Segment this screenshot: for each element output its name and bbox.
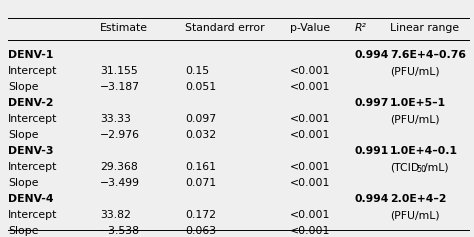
Text: 0.172: 0.172 (185, 210, 216, 220)
Text: DENV-4: DENV-4 (8, 194, 54, 204)
Text: 7.6E+4–0.76: 7.6E+4–0.76 (390, 50, 466, 60)
Text: 0.071: 0.071 (185, 178, 216, 188)
Text: Intercept: Intercept (8, 210, 57, 220)
Text: Intercept: Intercept (8, 66, 57, 76)
Text: <0.001: <0.001 (290, 178, 330, 188)
Text: <0.001: <0.001 (290, 82, 330, 92)
Text: 0.994: 0.994 (355, 194, 389, 204)
Text: 33.33: 33.33 (100, 114, 131, 124)
Text: 31.155: 31.155 (100, 66, 138, 76)
Text: <0.001: <0.001 (290, 130, 330, 140)
Text: −3.187: −3.187 (100, 82, 140, 92)
Text: 0.063: 0.063 (185, 226, 216, 236)
Text: 0.032: 0.032 (185, 130, 216, 140)
Text: DENV-2: DENV-2 (8, 98, 54, 108)
Text: 0.161: 0.161 (185, 162, 216, 172)
Text: (PFU/mL): (PFU/mL) (390, 210, 439, 220)
Text: (PFU/mL): (PFU/mL) (390, 66, 439, 76)
Text: p-Value: p-Value (290, 23, 330, 33)
Text: Intercept: Intercept (8, 162, 57, 172)
Text: R²: R² (355, 23, 367, 33)
Text: Slope: Slope (8, 82, 38, 92)
Text: 50: 50 (416, 165, 426, 174)
Text: <0.001: <0.001 (290, 162, 330, 172)
Text: 1.0E+4–0.1: 1.0E+4–0.1 (390, 146, 458, 156)
Text: DENV-1: DENV-1 (8, 50, 54, 60)
Text: 0.991: 0.991 (355, 146, 389, 156)
Text: Slope: Slope (8, 178, 38, 188)
Text: 29.368: 29.368 (100, 162, 138, 172)
Text: Intercept: Intercept (8, 114, 57, 124)
Text: −2.976: −2.976 (100, 130, 140, 140)
Text: 0.15: 0.15 (185, 66, 209, 76)
Text: Linear range: Linear range (390, 23, 459, 33)
Text: −3.538: −3.538 (100, 226, 140, 236)
Text: −3.499: −3.499 (100, 178, 140, 188)
Text: Estimate: Estimate (100, 23, 148, 33)
Text: 2.0E+4–2: 2.0E+4–2 (390, 194, 447, 204)
Text: (PFU/mL): (PFU/mL) (390, 114, 439, 124)
Text: 0.994: 0.994 (355, 50, 389, 60)
Text: <0.001: <0.001 (290, 66, 330, 76)
Text: <0.001: <0.001 (290, 114, 330, 124)
Text: Standard error: Standard error (185, 23, 264, 33)
Text: 0.097: 0.097 (185, 114, 216, 124)
Text: Slope: Slope (8, 226, 38, 236)
Text: 0.997: 0.997 (355, 98, 389, 108)
Text: <0.001: <0.001 (290, 210, 330, 220)
Text: Slope: Slope (8, 130, 38, 140)
Text: (TCID: (TCID (390, 162, 419, 172)
Text: 33.82: 33.82 (100, 210, 131, 220)
Text: /mL): /mL) (424, 162, 448, 172)
Text: <0.001: <0.001 (290, 226, 330, 236)
Text: DENV-3: DENV-3 (8, 146, 54, 156)
Text: 1.0E+5–1: 1.0E+5–1 (390, 98, 446, 108)
Text: 0.051: 0.051 (185, 82, 216, 92)
